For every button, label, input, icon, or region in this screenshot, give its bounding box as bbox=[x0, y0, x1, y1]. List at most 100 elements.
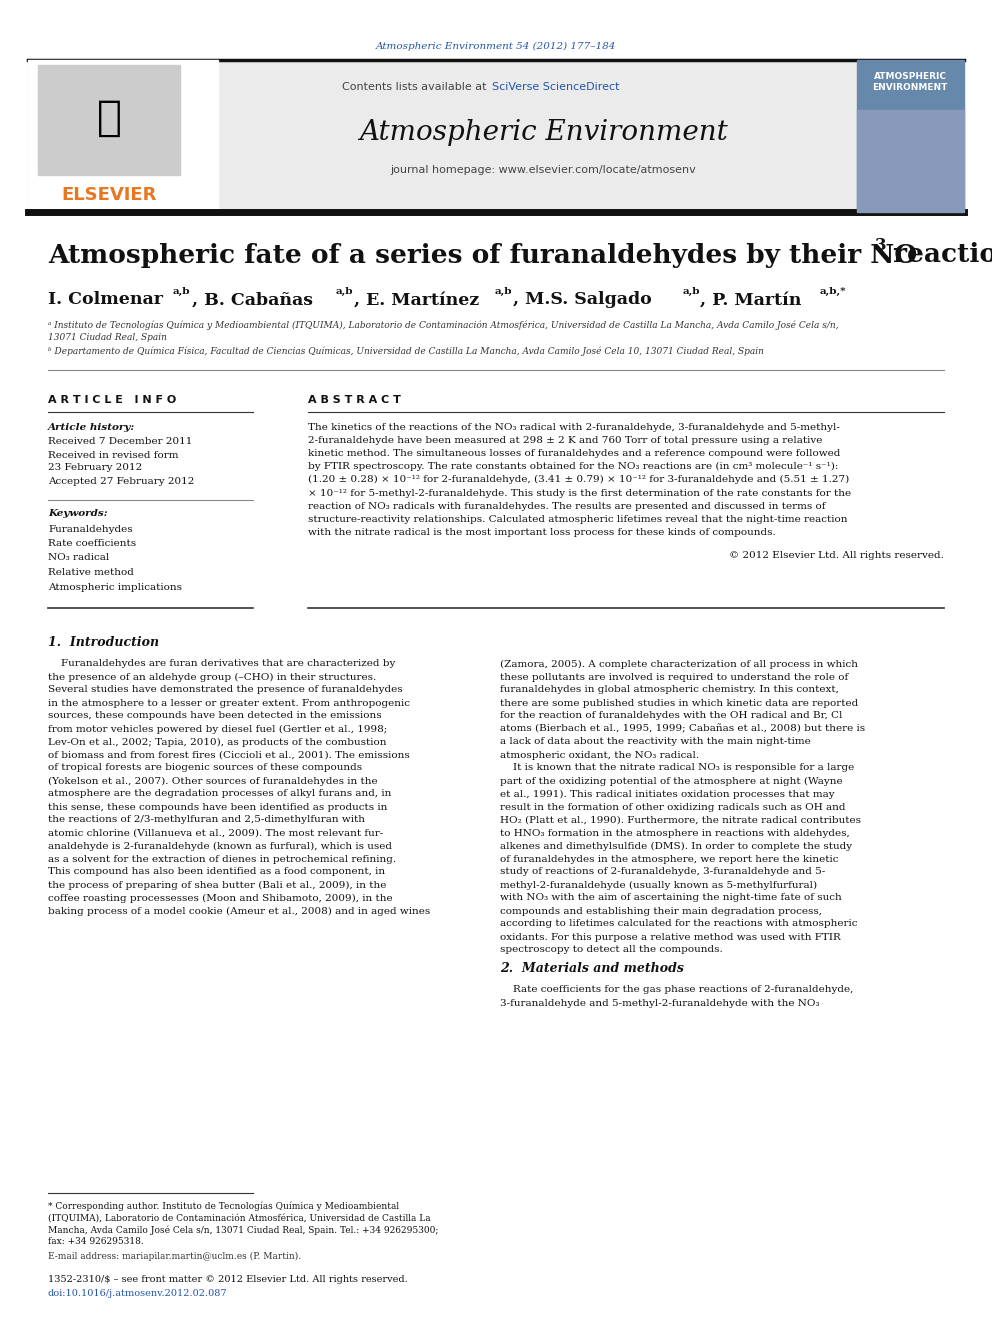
Text: 1352-2310/$ – see front matter © 2012 Elsevier Ltd. All rights reserved.: 1352-2310/$ – see front matter © 2012 El… bbox=[48, 1275, 408, 1285]
Text: oxidants. For this purpose a relative method was used with FTIR: oxidants. For this purpose a relative me… bbox=[500, 933, 841, 942]
Text: reactions: reactions bbox=[884, 242, 992, 267]
Text: , P. Martín: , P. Martín bbox=[700, 291, 802, 308]
Text: to HNO₃ formation in the atmosphere in reactions with aldehydes,: to HNO₃ formation in the atmosphere in r… bbox=[500, 828, 850, 837]
Text: A B S T R A C T: A B S T R A C T bbox=[308, 396, 401, 405]
Text: sources, these compounds have been detected in the emissions: sources, these compounds have been detec… bbox=[48, 712, 382, 721]
Text: the process of preparing of shea butter (Bali et al., 2009), in the: the process of preparing of shea butter … bbox=[48, 880, 386, 889]
Text: Atmospheric implications: Atmospheric implications bbox=[48, 582, 182, 591]
Text: 23 February 2012: 23 February 2012 bbox=[48, 463, 142, 472]
Text: atoms (Bierbach et al., 1995, 1999; Cabañas et al., 2008) but there is: atoms (Bierbach et al., 1995, 1999; Caba… bbox=[500, 724, 865, 734]
Text: , M.S. Salgado: , M.S. Salgado bbox=[513, 291, 652, 308]
Text: journal homepage: www.elsevier.com/locate/atmosenv: journal homepage: www.elsevier.com/locat… bbox=[390, 165, 695, 175]
Text: with the nitrate radical is the most important loss process for these kinds of c: with the nitrate radical is the most imp… bbox=[308, 528, 776, 537]
Text: a,b: a,b bbox=[173, 287, 190, 295]
Text: * Corresponding author. Instituto de Tecnologías Química y Medioambiental: * Corresponding author. Instituto de Tec… bbox=[48, 1201, 399, 1211]
Text: there are some published studies in which kinetic data are reported: there are some published studies in whic… bbox=[500, 699, 858, 708]
Text: 2-furanaldehyde have been measured at 298 ± 2 K and 760 Torr of total pressure u: 2-furanaldehyde have been measured at 29… bbox=[308, 435, 822, 445]
Text: coffee roasting processesses (Moon and Shibamoto, 2009), in the: coffee roasting processesses (Moon and S… bbox=[48, 893, 393, 902]
Text: ᵃ Instituto de Tecnologías Química y Medioambiental (ITQUIMA), Laboratorio de Co: ᵃ Instituto de Tecnologías Química y Med… bbox=[48, 320, 838, 329]
Text: doi:10.1016/j.atmosenv.2012.02.087: doi:10.1016/j.atmosenv.2012.02.087 bbox=[48, 1290, 227, 1298]
Text: in the atmosphere to a lesser or greater extent. From anthropogenic: in the atmosphere to a lesser or greater… bbox=[48, 699, 410, 708]
Text: Accepted 27 February 2012: Accepted 27 February 2012 bbox=[48, 478, 194, 487]
Text: The kinetics of the reactions of the NO₃ radical with 2-furanaldehyde, 3-furanal: The kinetics of the reactions of the NO₃… bbox=[308, 422, 840, 431]
Text: ᵇ Departamento de Química Física, Facultad de Ciencias Químicas, Universidad de : ᵇ Departamento de Química Física, Facult… bbox=[48, 347, 764, 356]
Text: structure-reactivity relationships. Calculated atmospheric lifetimes reveal that: structure-reactivity relationships. Calc… bbox=[308, 515, 847, 524]
Text: of biomass and from forest fires (Ciccioli et al., 2001). The emissions: of biomass and from forest fires (Ciccio… bbox=[48, 750, 410, 759]
Text: Atmospheric fate of a series of furanaldehydes by their NO: Atmospheric fate of a series of furanald… bbox=[48, 242, 918, 267]
Text: result in the formation of other oxidizing radicals such as OH and: result in the formation of other oxidizi… bbox=[500, 803, 845, 811]
Text: , E. Martínez: , E. Martínez bbox=[354, 291, 479, 308]
Text: fax: +34 926295318.: fax: +34 926295318. bbox=[48, 1237, 144, 1246]
Text: A R T I C L E   I N F O: A R T I C L E I N F O bbox=[48, 396, 177, 405]
Text: for the reaction of furanaldehydes with the OH radical and Br, Cl: for the reaction of furanaldehydes with … bbox=[500, 712, 842, 721]
Text: 3: 3 bbox=[875, 237, 887, 254]
Text: Furanaldehydes are furan derivatives that are characterized by: Furanaldehydes are furan derivatives tha… bbox=[48, 659, 396, 668]
Text: Atmospheric Environment: Atmospheric Environment bbox=[359, 119, 727, 147]
Text: (ITQUIMA), Laboratorio de Contaminación Atmosférica, Universidad de Castilla La: (ITQUIMA), Laboratorio de Contaminación … bbox=[48, 1213, 431, 1222]
Text: of furanaldehydes in the atmosphere, we report here the kinetic: of furanaldehydes in the atmosphere, we … bbox=[500, 855, 838, 864]
Text: according to lifetimes calculated for the reactions with atmospheric: according to lifetimes calculated for th… bbox=[500, 919, 857, 929]
Text: with NO₃ with the aim of ascertaining the night-time fate of such: with NO₃ with the aim of ascertaining th… bbox=[500, 893, 842, 902]
Text: It is known that the nitrate radical NO₃ is responsible for a large: It is known that the nitrate radical NO₃… bbox=[500, 763, 854, 773]
Text: ELSEVIER: ELSEVIER bbox=[62, 187, 157, 204]
Text: Received in revised form: Received in revised form bbox=[48, 451, 179, 459]
Text: Several studies have demonstrated the presence of furanaldehydes: Several studies have demonstrated the pr… bbox=[48, 685, 403, 695]
Text: × 10⁻¹² for 5-methyl-2-furanaldehyde. This study is the first determination of t: × 10⁻¹² for 5-methyl-2-furanaldehyde. Th… bbox=[308, 488, 851, 497]
Text: atmospheric oxidant, the NO₃ radical.: atmospheric oxidant, the NO₃ radical. bbox=[500, 750, 699, 759]
Bar bbox=[28, 60, 964, 212]
Text: a,b: a,b bbox=[336, 287, 353, 295]
Text: Rate coefficients for the gas phase reactions of 2-furanaldehyde,: Rate coefficients for the gas phase reac… bbox=[500, 986, 853, 995]
Text: Lev-On et al., 2002; Tapia, 2010), as products of the combustion: Lev-On et al., 2002; Tapia, 2010), as pr… bbox=[48, 737, 387, 746]
Bar bbox=[38, 65, 180, 175]
Text: atmosphere are the degradation processes of alkyl furans and, in: atmosphere are the degradation processes… bbox=[48, 790, 392, 799]
Text: study of reactions of 2-furanaldehyde, 3-furanaldehyde and 5-: study of reactions of 2-furanaldehyde, 3… bbox=[500, 868, 825, 877]
Text: Relative method: Relative method bbox=[48, 568, 134, 577]
Text: SciVerse ScienceDirect: SciVerse ScienceDirect bbox=[492, 82, 619, 93]
Bar bbox=[857, 60, 964, 212]
Text: reaction of NO₃ radicals with furanaldehydes. The results are presented and disc: reaction of NO₃ radicals with furanaldeh… bbox=[308, 501, 825, 511]
Text: this sense, these compounds have been identified as products in: this sense, these compounds have been id… bbox=[48, 803, 387, 811]
Text: compounds and establishing their main degradation process,: compounds and establishing their main de… bbox=[500, 906, 822, 916]
Text: 2.  Materials and methods: 2. Materials and methods bbox=[500, 962, 683, 975]
Text: (1.20 ± 0.28) × 10⁻¹² for 2-furanaldehyde, (3.41 ± 0.79) × 10⁻¹² for 3-furanalde: (1.20 ± 0.28) × 10⁻¹² for 2-furanaldehyd… bbox=[308, 475, 849, 484]
Text: 🌿: 🌿 bbox=[96, 97, 121, 139]
Text: Keywords:: Keywords: bbox=[48, 509, 107, 519]
Text: the reactions of 2/3-methylfuran and 2,5-dimethylfuran with: the reactions of 2/3-methylfuran and 2,5… bbox=[48, 815, 365, 824]
Text: ATMOSPHERIC
ENVIRONMENT: ATMOSPHERIC ENVIRONMENT bbox=[872, 73, 947, 91]
Text: Contents lists available at: Contents lists available at bbox=[342, 82, 490, 93]
Text: part of the oxidizing potential of the atmosphere at night (Wayne: part of the oxidizing potential of the a… bbox=[500, 777, 842, 786]
Text: Received 7 December 2011: Received 7 December 2011 bbox=[48, 437, 192, 446]
Text: a,b: a,b bbox=[495, 287, 513, 295]
Text: these pollutants are involved is required to understand the role of: these pollutants are involved is require… bbox=[500, 672, 848, 681]
Text: E-mail address: mariapilar.martin@uclm.es (P. Martin).: E-mail address: mariapilar.martin@uclm.e… bbox=[48, 1252, 302, 1261]
Text: (Zamora, 2005). A complete characterization of all process in which: (Zamora, 2005). A complete characterizat… bbox=[500, 659, 858, 668]
Text: as a solvent for the extraction of dienes in petrochemical refining.: as a solvent for the extraction of diene… bbox=[48, 855, 396, 864]
Text: et al., 1991). This radical initiates oxidation processes that may: et al., 1991). This radical initiates ox… bbox=[500, 790, 834, 799]
Text: a lack of data about the reactivity with the main night-time: a lack of data about the reactivity with… bbox=[500, 737, 810, 746]
Text: baking process of a model cookie (Ameur et al., 2008) and in aged wines: baking process of a model cookie (Ameur … bbox=[48, 906, 431, 916]
Text: furanaldehydes in global atmospheric chemistry. In this context,: furanaldehydes in global atmospheric che… bbox=[500, 685, 839, 695]
Text: by FTIR spectroscopy. The rate constants obtained for the NO₃ reactions are (in : by FTIR spectroscopy. The rate constants… bbox=[308, 462, 838, 471]
Bar bbox=[857, 110, 964, 212]
Text: Furanaldehydes: Furanaldehydes bbox=[48, 524, 133, 533]
Text: This compound has also been identified as a food component, in: This compound has also been identified a… bbox=[48, 868, 385, 877]
Text: © 2012 Elsevier Ltd. All rights reserved.: © 2012 Elsevier Ltd. All rights reserved… bbox=[729, 552, 944, 561]
Text: atomic chlorine (Villanueva et al., 2009). The most relevant fur-: atomic chlorine (Villanueva et al., 2009… bbox=[48, 828, 383, 837]
Text: from motor vehicles powered by diesel fuel (Gertler et al., 1998;: from motor vehicles powered by diesel fu… bbox=[48, 725, 387, 733]
Text: methyl-2-furanaldehyde (usually known as 5-methylfurfural): methyl-2-furanaldehyde (usually known as… bbox=[500, 880, 817, 889]
Text: kinetic method. The simultaneous losses of furanaldehydes and a reference compou: kinetic method. The simultaneous losses … bbox=[308, 448, 840, 458]
Text: HO₂ (Platt et al., 1990). Furthermore, the nitrate radical contributes: HO₂ (Platt et al., 1990). Furthermore, t… bbox=[500, 815, 861, 824]
Text: (Yokelson et al., 2007). Other sources of furanaldehydes in the: (Yokelson et al., 2007). Other sources o… bbox=[48, 777, 378, 786]
Text: Rate coefficients: Rate coefficients bbox=[48, 538, 136, 548]
Text: of tropical forests are biogenic sources of these compounds: of tropical forests are biogenic sources… bbox=[48, 763, 362, 773]
Text: Atmospheric Environment 54 (2012) 177–184: Atmospheric Environment 54 (2012) 177–18… bbox=[376, 41, 616, 50]
Text: 13071 Ciudad Real, Spain: 13071 Ciudad Real, Spain bbox=[48, 333, 167, 343]
Text: spectroscopy to detect all the compounds.: spectroscopy to detect all the compounds… bbox=[500, 946, 723, 954]
Text: the presence of an aldehyde group (–CHO) in their structures.: the presence of an aldehyde group (–CHO)… bbox=[48, 672, 376, 681]
Text: NO₃ radical: NO₃ radical bbox=[48, 553, 109, 562]
Text: a,b: a,b bbox=[683, 287, 700, 295]
Text: a,b,*: a,b,* bbox=[820, 287, 846, 295]
Text: 3-furanaldehyde and 5-methyl-2-furanaldehyde with the NO₃: 3-furanaldehyde and 5-methyl-2-furanalde… bbox=[500, 999, 819, 1008]
Text: I. Colmenar: I. Colmenar bbox=[48, 291, 163, 308]
Text: alkenes and dimethylsulfide (DMS). In order to complete the study: alkenes and dimethylsulfide (DMS). In or… bbox=[500, 841, 852, 851]
